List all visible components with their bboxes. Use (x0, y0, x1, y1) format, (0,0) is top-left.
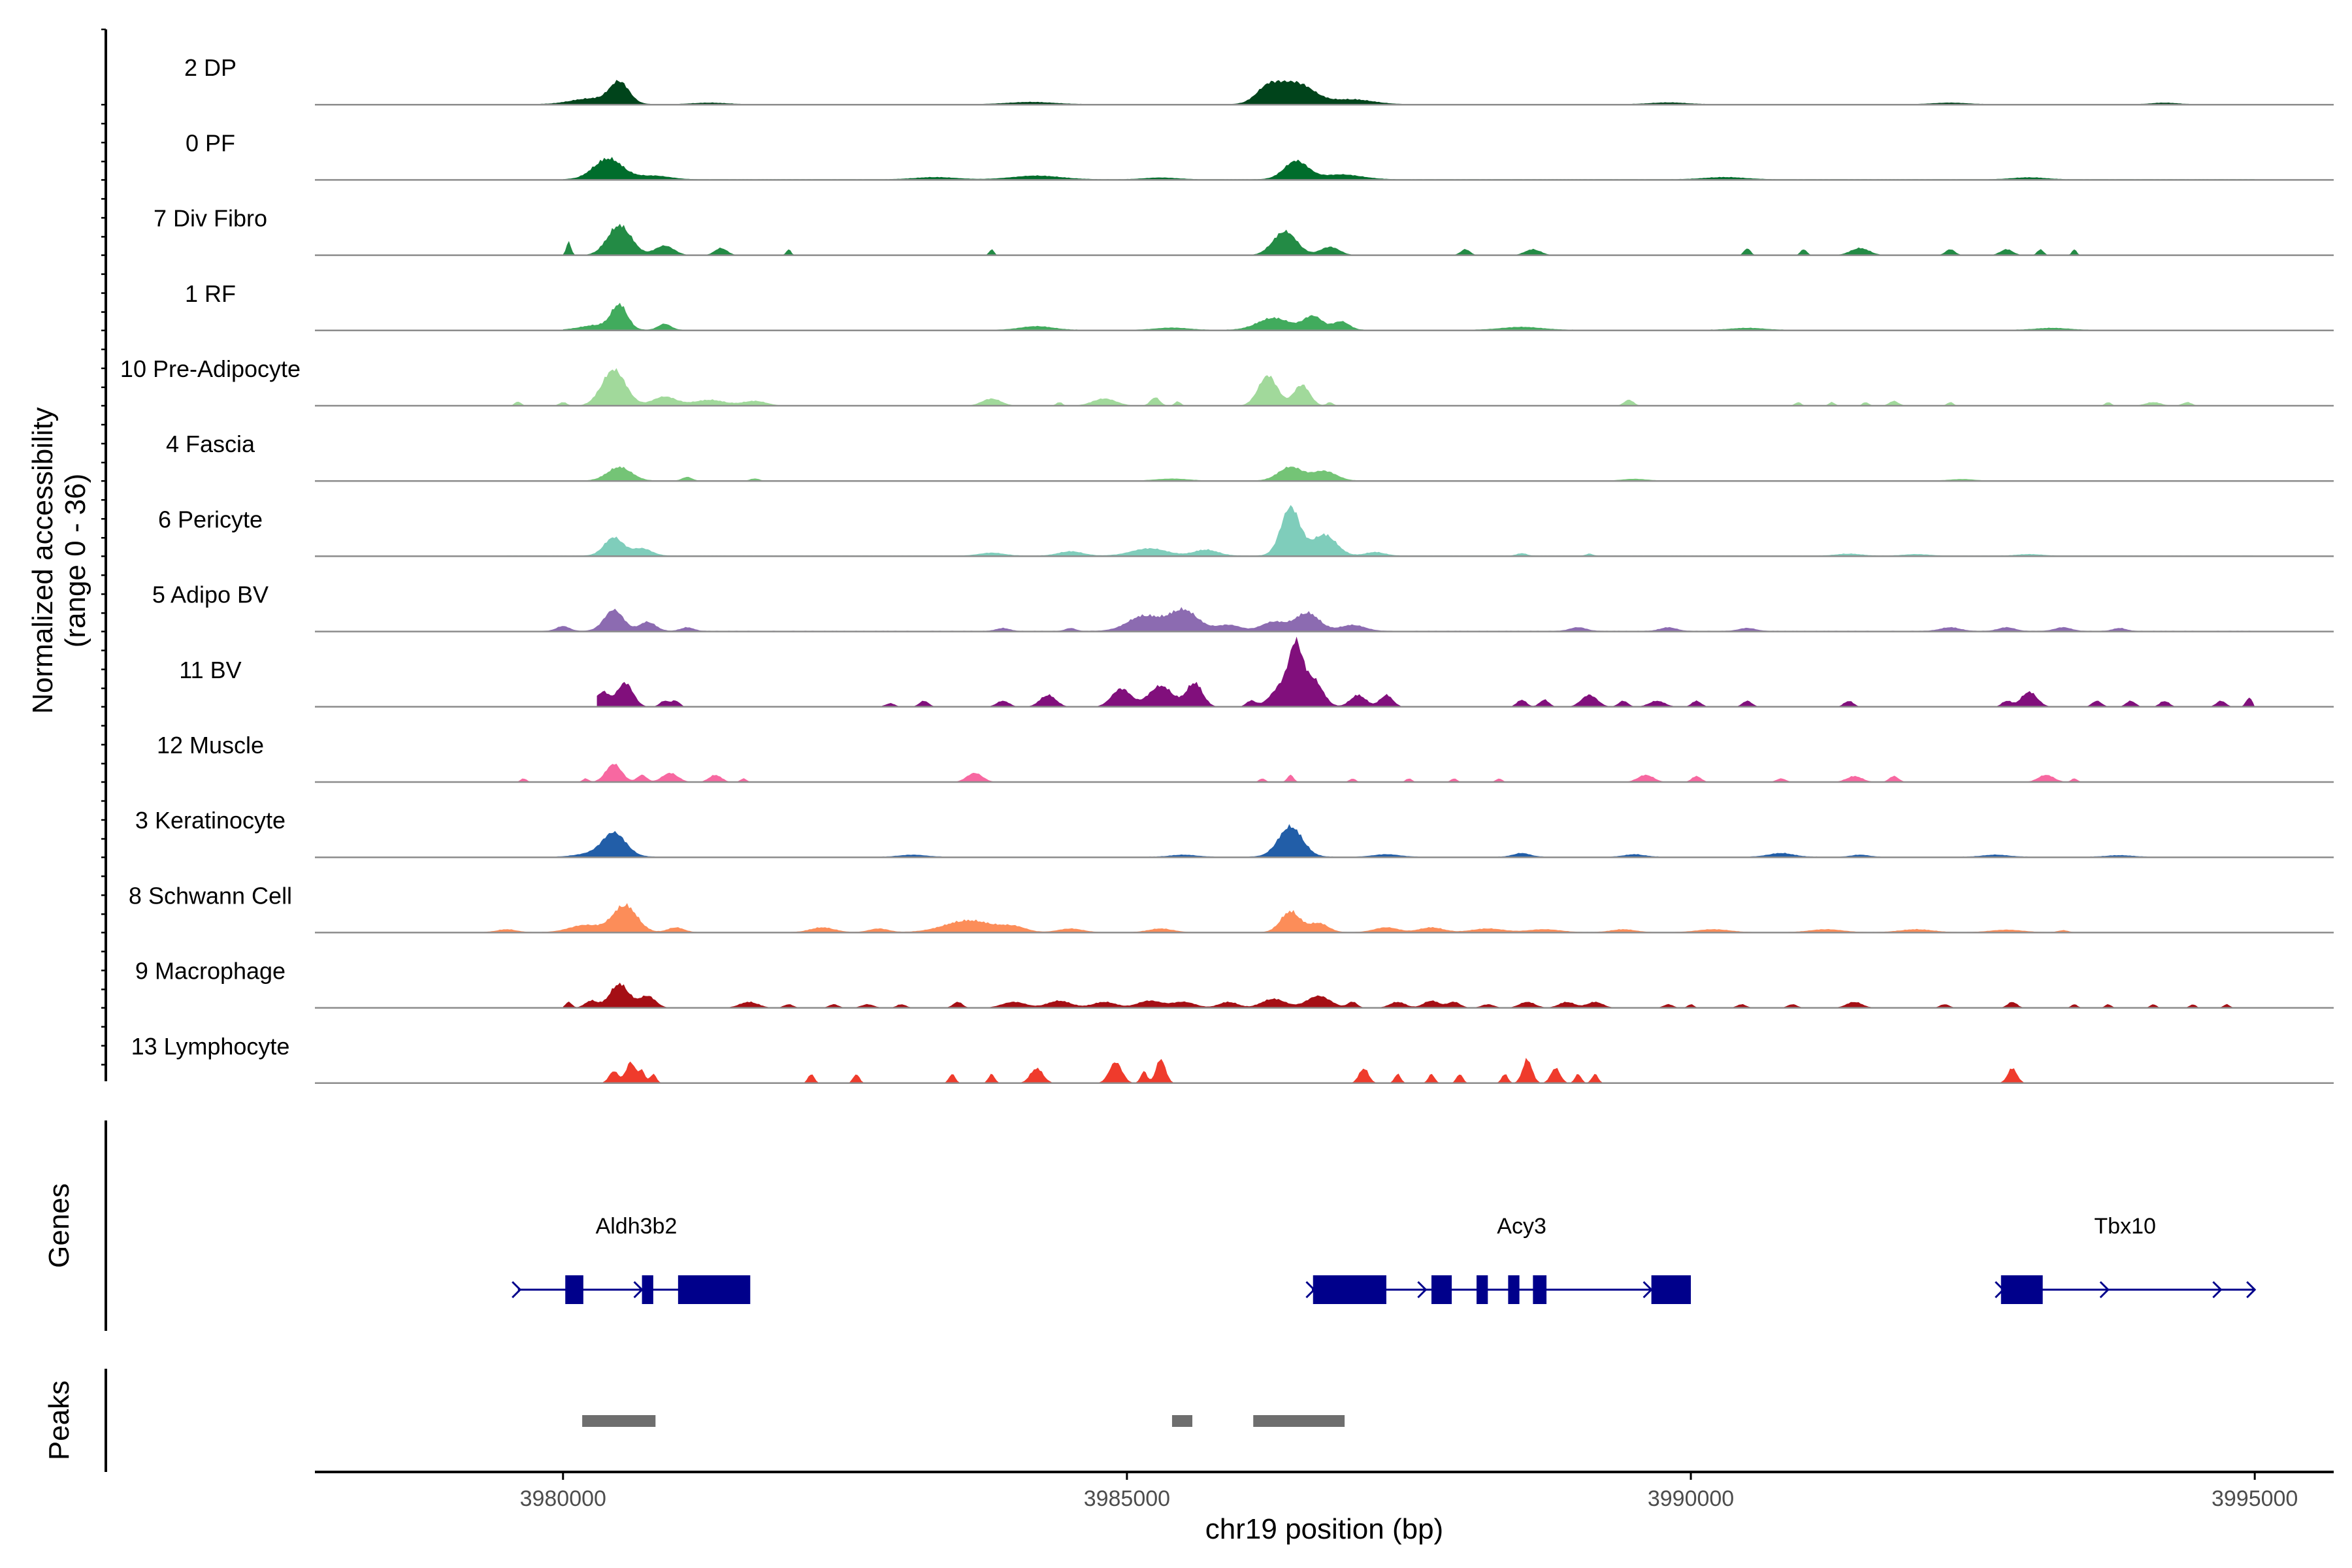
track-label: 3 Keratinocyte (135, 807, 286, 834)
gene-exon (1651, 1275, 1691, 1304)
peak-regions (582, 1415, 1345, 1427)
track-labels: 2 DP 0 PF 7 Div Fibro 1 RF 10 Pre-Adipocyte 4… (120, 54, 301, 1060)
coverage-area-1-rf (563, 302, 2255, 331)
track-label: 9 Macrophage (135, 958, 286, 985)
track-8-schwann-cell (315, 903, 2334, 934)
track-label: 10 Pre-Adipocyte (120, 355, 301, 382)
peak-region-bar (1171, 1415, 1193, 1427)
strand-arrow-icon (1305, 1281, 1316, 1299)
strand-arrow-icon (1417, 1281, 1428, 1299)
genes-panel-title: Genes (43, 1183, 75, 1268)
y-axis-subtitle: (range 0 - 36) (59, 474, 91, 648)
coverage-area-12-muscle (506, 763, 2255, 782)
coverage-area-6-pericyte (506, 505, 2255, 557)
strand-arrow-icon (2212, 1281, 2223, 1299)
gene-name-label: Tbx10 (2094, 1214, 2156, 1239)
coverage-tracks (315, 80, 2334, 1085)
strand-arrow-icon (1642, 1281, 1653, 1299)
track-12-muscle (315, 763, 2334, 783)
gene-exon (1508, 1275, 1520, 1304)
coverage-area-2-dp (506, 80, 2255, 105)
strand-arrow-icon (512, 1281, 522, 1299)
track-7-div-fibro (315, 223, 2334, 256)
gene-models: Aldh3b2 Acy3 Tbx10 (512, 1214, 2257, 1304)
x-tick-label: 3980000 (520, 1486, 606, 1511)
gene-exon (565, 1275, 583, 1304)
track-label: 0 PF (186, 129, 235, 156)
track-1-rf (315, 302, 2334, 332)
x-axis: 3980000 3985000 3990000 3995000 chr19 posit… (315, 1471, 2334, 1545)
coverage-area-13-lymphocyte (596, 1058, 2052, 1083)
track-label: 8 Schwann Cell (129, 882, 292, 909)
track-11-bv (315, 636, 2334, 708)
x-tick-label: 3985000 (1084, 1486, 1170, 1511)
track-label: 5 Adipo BV (152, 581, 269, 608)
peaks-panel-title: Peaks (43, 1380, 75, 1460)
peak-region-bar (1253, 1415, 1345, 1427)
genes-panel: Genes Aldh3b2 Acy3 Tbx10 (43, 1120, 2257, 1331)
coverage-area-0-pf (563, 157, 2255, 180)
track-label: 6 Pericyte (158, 506, 263, 532)
gene-exon (678, 1275, 751, 1304)
track-label: 1 RF (185, 280, 236, 307)
gene-exon (1431, 1275, 1452, 1304)
peaks-panel: Peaks (43, 1369, 1345, 1472)
coverage-area-9-macrophage (563, 983, 2255, 1008)
gene-exon (642, 1275, 653, 1304)
gene-name-label: Acy3 (1497, 1214, 1546, 1239)
track-0-pf (315, 157, 2334, 181)
coverage-area-5-adipo-bv (540, 607, 2255, 632)
x-axis-ticks: 3980000 3985000 3990000 3995000 (520, 1472, 2298, 1511)
gene-exon (2001, 1275, 2043, 1304)
track-label: 2 DP (184, 54, 237, 81)
coverage-y-ticks (101, 28, 106, 1066)
track-6-pericyte (315, 505, 2334, 557)
track-13-lymphocyte (315, 1058, 2334, 1085)
gene-name-label: Aldh3b2 (596, 1214, 678, 1239)
track-3-keratinocyte (315, 824, 2334, 858)
track-label: 11 BV (179, 657, 241, 683)
gene-exon (1313, 1275, 1386, 1304)
coverage-area-11-bv (596, 636, 2255, 707)
coverage-area-8-schwann-cell (483, 903, 2075, 933)
track-4-fascia (315, 466, 2334, 482)
strand-arrow-icon (2099, 1281, 2110, 1299)
gene-tbx10: Tbx10 (1995, 1214, 2257, 1304)
x-tick-label: 3995000 (2212, 1486, 2298, 1511)
x-tick-label: 3990000 (1648, 1486, 1734, 1511)
gene-aldh3b2: Aldh3b2 (512, 1214, 751, 1304)
coverage-area-10-pre-adipocyte (506, 368, 2255, 406)
coverage-y-axis (101, 28, 107, 1081)
coverage-area-3-keratinocyte (540, 824, 2255, 858)
coverage-y-axis-title: Normalized accessibility (range 0 - 36) (27, 407, 91, 713)
track-9-macrophage (315, 983, 2334, 1009)
track-label: 13 Lymphocyte (131, 1033, 290, 1060)
track-label: 12 Muscle (157, 732, 264, 759)
track-2-dp (315, 80, 2334, 106)
track-10-pre-adipocyte (315, 368, 2334, 407)
peak-region-bar (582, 1415, 656, 1427)
track-label: 7 Div Fibro (154, 205, 267, 232)
gene-exon (1477, 1275, 1488, 1304)
strand-arrow-icon (2246, 1281, 2257, 1299)
track-label: 4 Fascia (166, 431, 255, 457)
x-axis-title: chr19 position (bp) (1205, 1513, 1443, 1545)
gene-exon (1533, 1275, 1547, 1304)
y-axis-title: Normalized accessibility (27, 407, 59, 713)
coverage-area-7-div-fibro (563, 223, 2086, 255)
track-5-adipo-bv (315, 607, 2334, 632)
gene-acy3: Acy3 (1305, 1214, 1691, 1304)
coverage-area-4-fascia (563, 466, 2255, 482)
